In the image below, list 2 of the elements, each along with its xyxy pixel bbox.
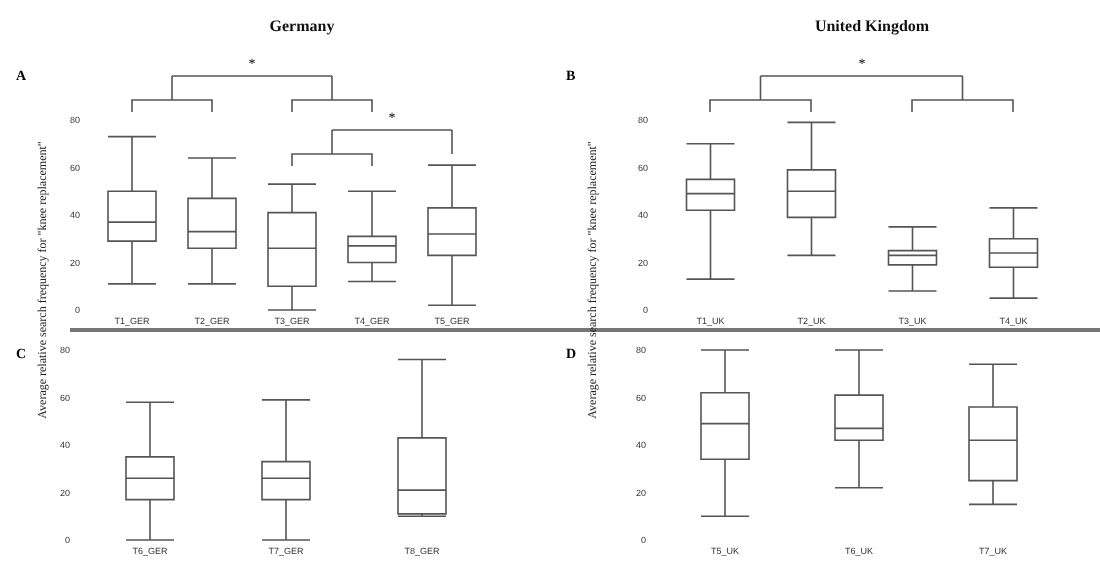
chart-title: United Kingdom — [814, 17, 930, 35]
chart-title: Germany — [269, 17, 335, 35]
